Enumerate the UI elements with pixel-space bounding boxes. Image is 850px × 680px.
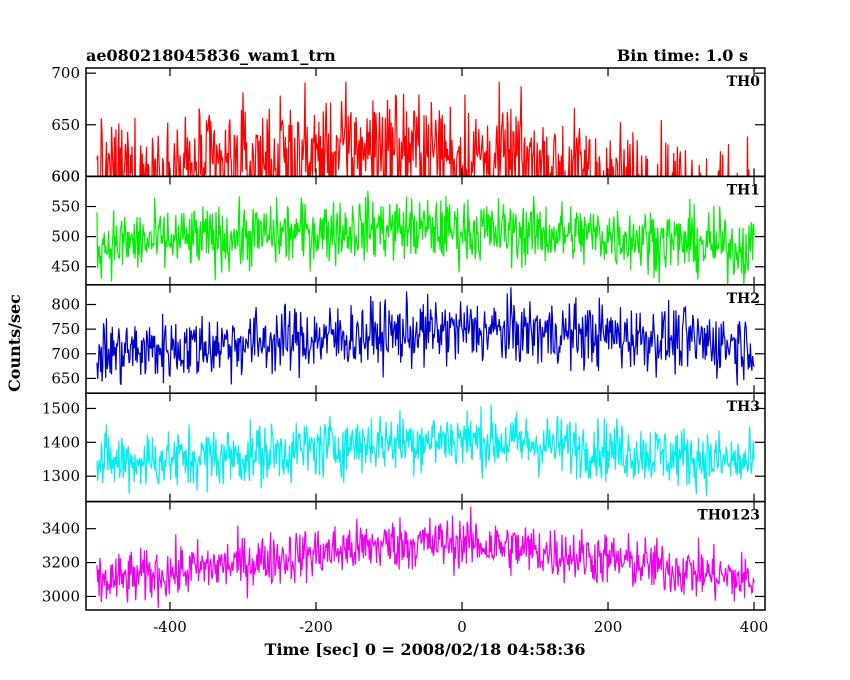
panel-label: TH3 <box>727 399 760 415</box>
y-axis-title: Counts/sec <box>5 294 24 392</box>
y-tick-label: 1500 <box>42 399 80 417</box>
series-line-th2 <box>96 287 755 386</box>
y-tick-label: 800 <box>51 296 80 314</box>
y-tick-label: 700 <box>51 345 80 363</box>
panel-label: TH1 <box>727 182 760 198</box>
panel-frame <box>85 500 766 611</box>
y-tick-label: 650 <box>51 116 80 134</box>
panel-label: TH0 <box>727 74 761 90</box>
y-tick-label: 3000 <box>42 587 80 605</box>
y-tick-label: 1400 <box>42 433 80 451</box>
y-tick-label: 500 <box>51 228 80 246</box>
y-tick-label: 700 <box>51 64 80 82</box>
panel-th3: 1300 1400 1500 TH3 <box>42 392 766 503</box>
panel-label: TH2 <box>727 291 760 307</box>
series-line-th0123 <box>96 506 755 608</box>
y-tick-label: 450 <box>51 258 80 276</box>
y-tick-label: 3400 <box>42 520 80 538</box>
y-tick-label: 550 <box>51 198 80 216</box>
x-tick-label: 400 <box>740 618 769 636</box>
x-tick-label: 200 <box>594 618 623 636</box>
x-tick-label: 0 <box>457 618 467 636</box>
chart-title: ae080218045836_wam1_trn <box>86 46 336 65</box>
panel-th2: 650 700 750 800 TH2 <box>51 284 766 394</box>
series-line-th3 <box>96 404 755 497</box>
panel-label: TH0123 <box>697 508 760 524</box>
y-tick-label: 600 <box>51 167 80 185</box>
series-line-th1 <box>96 190 755 285</box>
series-line-th0 <box>96 81 750 177</box>
x-tick-label: -400 <box>153 618 187 636</box>
panel-th1: 450 500 550 600 TH1 <box>51 167 766 286</box>
panel-th0: 600 650 700 TH0 <box>51 64 766 185</box>
bin-time-label: Bin time: 1.0 s <box>617 46 748 65</box>
panel-th0123: 3000 3200 3400 TH0123 <box>42 500 766 611</box>
y-tick-label: 3200 <box>42 554 80 572</box>
x-axis: -400 -200 0 200 400 <box>153 618 768 636</box>
y-tick-label: 1300 <box>42 467 80 485</box>
y-tick-label: 650 <box>51 369 80 387</box>
y-tick-label: 750 <box>51 320 80 338</box>
x-axis-title: Time [sec] 0 = 2008/02/18 04:58:36 <box>265 640 586 659</box>
x-tick-label: -200 <box>299 618 333 636</box>
y-tick-label: 600 <box>51 167 80 185</box>
